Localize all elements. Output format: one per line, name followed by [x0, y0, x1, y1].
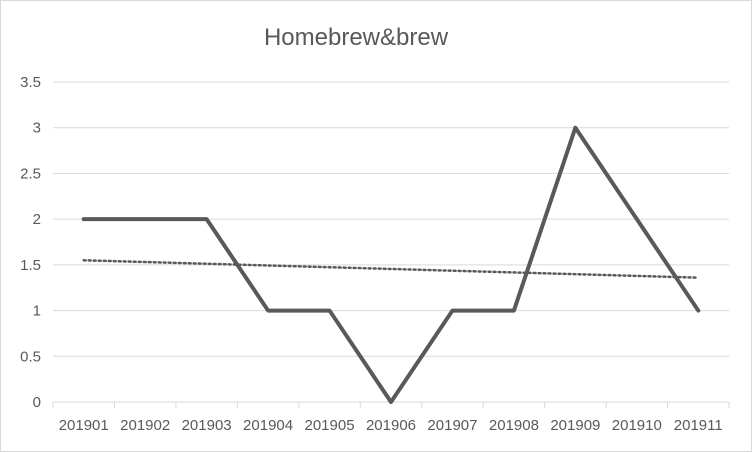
y-tick-label: 3 [33, 120, 41, 137]
y-tick-label: 3.5 [20, 74, 41, 91]
y-tick-label: 1.5 [20, 257, 41, 274]
x-axis-labels: 201901 201902 201903 201904 201905 201906 2019… [59, 417, 723, 434]
x-tick-label: 201910 [612, 417, 662, 434]
series [81, 125, 701, 404]
data-point [390, 401, 392, 403]
data-point [144, 218, 146, 220]
data-point [574, 127, 576, 129]
y-tick-label: 1 [33, 303, 41, 320]
x-tick-label: 201903 [182, 417, 232, 434]
data-point [513, 310, 515, 312]
y-axis: 0 0.5 1 1.5 2 2.5 3 3.5 [20, 74, 41, 411]
data-point [329, 310, 331, 312]
data-point [636, 218, 638, 220]
y-tick-label: 0.5 [20, 348, 41, 365]
x-tick-label: 201905 [305, 417, 355, 434]
data-point [267, 310, 269, 312]
x-tick-label: 201902 [120, 417, 170, 434]
trendline [82, 259, 700, 279]
x-tick-label: 201907 [427, 417, 477, 434]
x-tick-label: 201908 [489, 417, 539, 434]
y-tick-label: 2 [33, 211, 41, 228]
trendline-path [82, 259, 700, 279]
y-tick-label: 2.5 [20, 165, 41, 182]
x-tick-label: 201901 [59, 417, 109, 434]
y-tick-label: 0 [33, 394, 41, 411]
data-point [83, 218, 85, 220]
chart-title: Homebrew&brew [264, 24, 449, 51]
data-point [451, 310, 453, 312]
x-tick-label: 201909 [550, 417, 600, 434]
data-point [206, 218, 208, 220]
data-point [697, 310, 699, 312]
x-tick-label: 201904 [243, 417, 293, 434]
x-tick-label: 201906 [366, 417, 416, 434]
x-tick-label: 201911 [674, 417, 723, 434]
